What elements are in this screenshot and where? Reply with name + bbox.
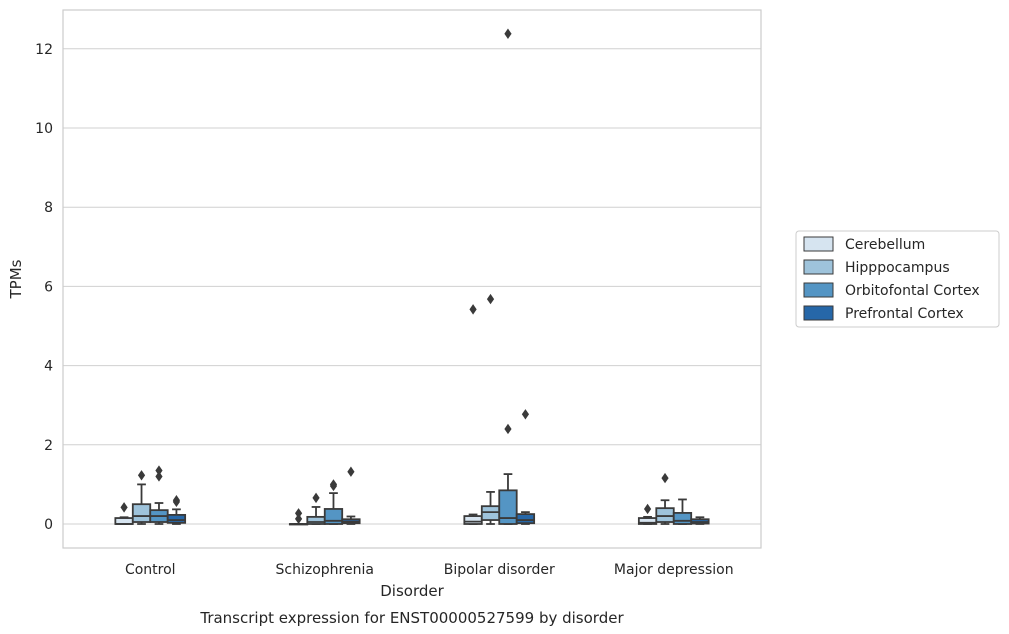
y-tick-label: 4	[44, 359, 53, 375]
box-iqr	[166, 513, 187, 524]
legend-label: Prefrontal Cortex	[845, 306, 964, 322]
outlier-point	[486, 293, 495, 305]
y-tick-label: 0	[44, 517, 53, 533]
plot-frame	[62, 9, 762, 549]
box-prefrontal-cortex	[515, 409, 536, 525]
box-prefrontal-cortex	[690, 516, 710, 525]
legend-swatch	[803, 259, 834, 275]
box-hipppocampus	[306, 492, 326, 525]
box-hipppocampus	[480, 293, 501, 525]
box-layer	[114, 28, 710, 526]
x-tick-label: Bipolar disorder	[444, 562, 555, 578]
chart-caption: Transcript expression for ENST0000052759…	[199, 609, 624, 627]
legend-swatch	[803, 282, 834, 298]
y-axis-title: TPMs	[7, 259, 25, 299]
x-tick-label: Control	[125, 562, 176, 578]
outlier-point	[312, 492, 320, 504]
y-tick-label: 10	[35, 121, 53, 137]
box-iqr	[498, 489, 518, 525]
box-prefrontal-cortex	[341, 466, 361, 525]
legend-label: Cerebellum	[845, 237, 925, 253]
outlier-point	[504, 28, 512, 39]
box-prefrontal-cortex	[166, 495, 187, 525]
plot-border	[62, 9, 762, 549]
y-tick-label: 8	[44, 200, 53, 216]
box-cerebellum	[637, 503, 658, 525]
box-iqr	[672, 512, 693, 525]
box-cerebellum	[463, 304, 483, 525]
outlier-point	[172, 495, 181, 506]
outlier-point	[294, 513, 303, 525]
y-tick-label: 6	[44, 279, 53, 295]
legend-swatch	[803, 236, 834, 252]
box-iqr	[480, 505, 501, 521]
outlier-point	[137, 470, 146, 481]
box-iqr	[463, 515, 483, 525]
outlier-point	[521, 409, 530, 420]
outlier-point	[155, 471, 163, 482]
outlier-point	[329, 479, 338, 490]
box-iqr	[131, 503, 152, 523]
legend-label: Orbitofontal Cortex	[845, 283, 980, 299]
x-tick-label: Schizophrenia	[276, 562, 374, 578]
x-axis-title: Disorder	[380, 582, 444, 600]
box-cerebellum	[114, 502, 134, 525]
outlier-point	[294, 508, 303, 519]
gridlines	[63, 48, 761, 525]
box-iqr	[323, 508, 344, 525]
x-axis: Control Schizophrenia Bipolar disorder Majo…	[125, 562, 734, 578]
box-hipppocampus	[655, 472, 675, 525]
box-iqr	[515, 513, 536, 525]
y-tick-label: 12	[35, 42, 53, 58]
box-cerebellum	[288, 508, 309, 526]
outlier-point	[661, 472, 669, 484]
outlier-point	[504, 423, 512, 435]
legend-box	[795, 230, 1000, 328]
x-tick-label: Major depression	[614, 562, 734, 578]
legend-swatch	[803, 305, 834, 321]
box-orbitofontal-cortex	[149, 465, 169, 525]
outlier-point	[155, 465, 163, 476]
legend-label: Hipppocampus	[845, 260, 950, 276]
outlier-point	[347, 466, 355, 477]
outlier-point	[469, 304, 477, 315]
box-orbitofontal-cortex	[498, 28, 518, 525]
y-tick-label: 2	[44, 438, 53, 454]
box-orbitofontal-cortex	[672, 498, 693, 525]
outlier-point	[643, 503, 652, 515]
box-orbitofontal-cortex	[323, 479, 344, 525]
y-axis: 0 2 4 6 8 10 12	[35, 42, 53, 533]
box-iqr	[655, 507, 675, 523]
box-iqr	[306, 515, 326, 525]
box-hipppocampus	[131, 470, 152, 525]
legend: Cerebellum Hipppocampus Orbitofontal Corte…	[795, 230, 1000, 328]
outlier-point	[120, 502, 128, 513]
